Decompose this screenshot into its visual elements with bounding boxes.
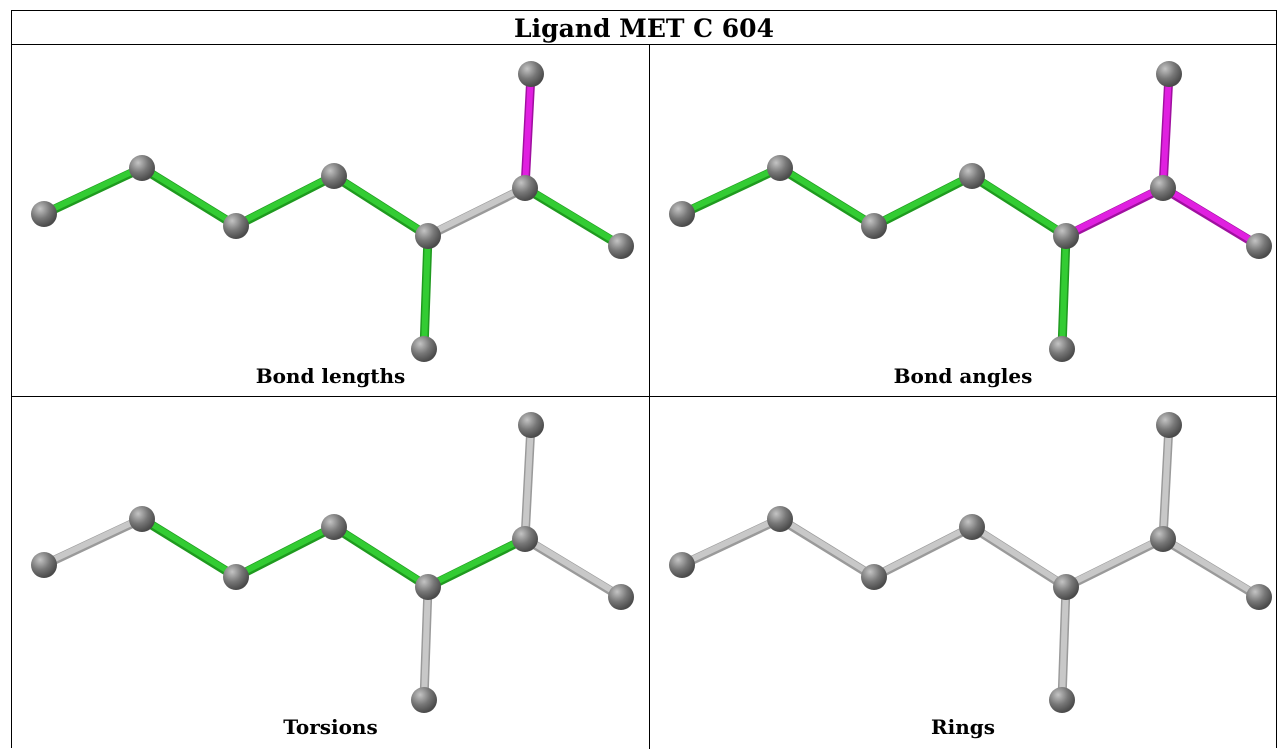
- atom-2: [223, 564, 249, 590]
- atom-6: [1156, 412, 1182, 438]
- bond-2: [869, 522, 977, 582]
- bond-0: [677, 163, 785, 219]
- panel-rings: Rings: [650, 397, 1276, 749]
- atom-8: [1049, 336, 1075, 362]
- atom-7: [608, 584, 634, 610]
- atom-5: [1150, 526, 1176, 552]
- atom-4: [415, 223, 441, 249]
- column-divider: [649, 45, 650, 749]
- caption-rings: Rings: [930, 715, 995, 739]
- molecule-view-torsions: [31, 412, 634, 713]
- atom-3: [959, 163, 985, 189]
- atom-0: [669, 552, 695, 578]
- panel-bond-angles: Bond angles: [650, 46, 1276, 396]
- bond-2: [231, 171, 339, 231]
- bond-1: [775, 514, 879, 582]
- bond-6: [520, 69, 536, 193]
- atom-5: [512, 175, 538, 201]
- atom-6: [518, 412, 544, 438]
- bond-7: [1158, 183, 1264, 251]
- bond-6: [1158, 69, 1174, 193]
- bond-7: [520, 534, 626, 602]
- atom-8: [411, 687, 437, 713]
- bond-5: [1057, 231, 1071, 354]
- atom-3: [321, 514, 347, 540]
- bond-3: [329, 522, 433, 592]
- atom-0: [31, 201, 57, 227]
- bond-2: [869, 171, 977, 231]
- caption-torsions: Torsions: [283, 715, 378, 739]
- bond-1: [775, 163, 879, 231]
- ligand-report-table: Ligand MET C 604 Bond lengths Bond angle…: [11, 10, 1277, 749]
- panel-torsions: Torsions: [12, 397, 649, 749]
- bond-3: [967, 171, 1071, 241]
- atom-7: [1246, 584, 1272, 610]
- bond-6: [1158, 420, 1174, 544]
- atom-5: [1150, 175, 1176, 201]
- bond-0: [39, 514, 147, 570]
- atom-6: [1156, 61, 1182, 87]
- atom-4: [1053, 223, 1079, 249]
- molecule-view-bond-lengths: [31, 61, 634, 362]
- bond-7: [1158, 534, 1264, 602]
- bond-0: [39, 163, 147, 219]
- bond-3: [967, 522, 1071, 592]
- bond-5: [419, 231, 433, 354]
- bond-2: [231, 522, 339, 582]
- bond-5: [1057, 582, 1071, 705]
- row-divider: [12, 396, 1276, 397]
- bond-3: [329, 171, 433, 241]
- atom-7: [608, 233, 634, 259]
- atom-4: [1053, 574, 1079, 600]
- atom-2: [861, 564, 887, 590]
- panel-bond-lengths: Bond lengths: [12, 46, 649, 396]
- atom-3: [959, 514, 985, 540]
- ligand-title: Ligand MET C 604: [12, 11, 1276, 45]
- atom-1: [767, 155, 793, 181]
- atom-2: [223, 213, 249, 239]
- bond-4: [1061, 183, 1168, 241]
- atom-1: [129, 506, 155, 532]
- bond-4: [1061, 534, 1168, 592]
- atom-0: [669, 201, 695, 227]
- atom-0: [31, 552, 57, 578]
- atom-5: [512, 526, 538, 552]
- bond-1: [137, 514, 241, 582]
- atom-3: [321, 163, 347, 189]
- bond-5: [419, 582, 433, 705]
- bond-4: [423, 534, 530, 592]
- molecule-view-bond-angles: [669, 61, 1272, 362]
- bond-4: [423, 183, 530, 241]
- atom-6: [518, 61, 544, 87]
- bond-1: [137, 163, 241, 231]
- caption-bond-angles: Bond angles: [893, 364, 1033, 388]
- atom-2: [861, 213, 887, 239]
- bond-6: [520, 420, 536, 544]
- molecule-view-rings: [669, 412, 1272, 713]
- atom-8: [411, 336, 437, 362]
- atom-4: [415, 574, 441, 600]
- bond-7: [520, 183, 626, 251]
- atom-1: [129, 155, 155, 181]
- bond-0: [677, 514, 785, 570]
- caption-bond-lengths: Bond lengths: [255, 364, 406, 388]
- atom-7: [1246, 233, 1272, 259]
- atom-8: [1049, 687, 1075, 713]
- atom-1: [767, 506, 793, 532]
